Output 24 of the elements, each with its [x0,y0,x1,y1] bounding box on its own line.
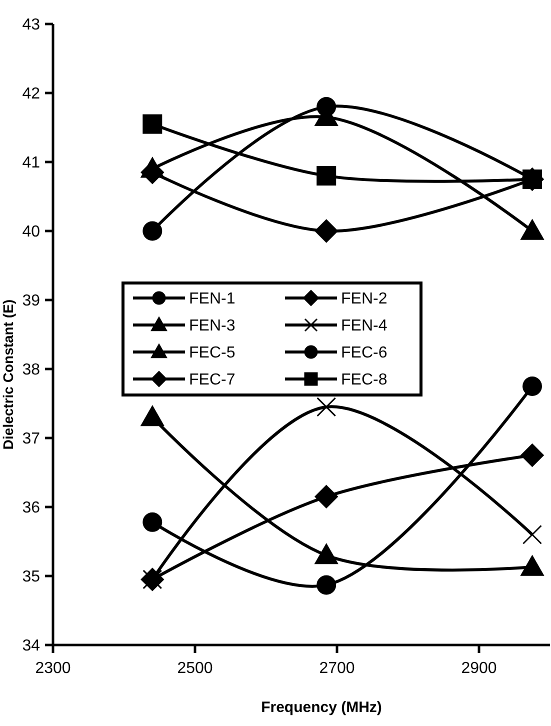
y-tick-label: 42 [22,86,40,103]
x-tick-label: 2700 [319,660,355,677]
y-tick-label: 40 [22,224,40,241]
legend-label: FEN-4 [341,318,388,335]
y-tick-label: 34 [22,638,40,655]
legend-label: FEN-3 [189,318,236,335]
x-tick-label: 2900 [461,660,497,677]
y-tick-label: 36 [22,500,40,517]
x-tick-label: 2500 [177,660,213,677]
y-tick-label: 39 [22,292,40,310]
legend-label: FEC-5 [189,344,236,362]
y-axis-title: Dielectric Constant (E) [0,299,16,450]
legend-label: FEC-8 [341,372,388,389]
y-tick-label: 43 [22,16,40,34]
y-tick-label: 37 [22,430,40,448]
y-tick-label: 35 [22,568,40,586]
x-axis-title: Frequency (MHz) [261,699,382,716]
y-tick-label: 38 [22,362,40,379]
legend-label: FEN-1 [189,290,236,308]
x-tick-label: 2300 [35,660,71,677]
legend-label: FEC-7 [189,372,236,389]
legend-label: FEC-6 [341,344,388,362]
legend-label: FEN-2 [341,290,388,308]
y-tick-label: 41 [22,154,40,172]
